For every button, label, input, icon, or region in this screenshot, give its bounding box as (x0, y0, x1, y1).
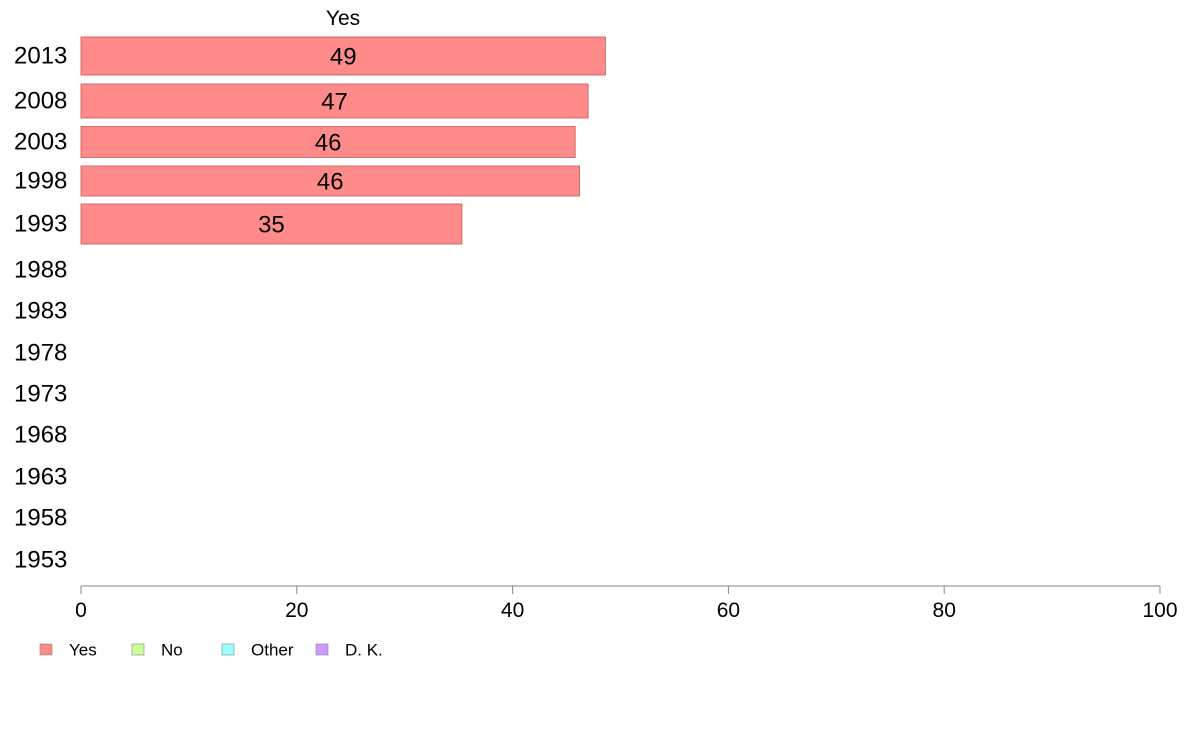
y-tick-label: 1998 (14, 168, 67, 195)
data-label-1993: 35 (258, 212, 285, 239)
y-tick-label: 1993 (14, 211, 67, 238)
bar-yes-2003 (80, 126, 576, 158)
y-tick-label: 1968 (14, 422, 67, 449)
legend-label: No (161, 641, 183, 660)
legend: Yes No Other D. K. (39, 641, 383, 660)
x-tick-label: 0 (75, 599, 87, 622)
bars (80, 36, 606, 245)
y-tick-label: 2013 (14, 43, 67, 70)
y-axis-ticks: 2013 2008 2003 1998 1993 1988 1983 1978 1973 1968… (14, 43, 67, 574)
x-tick-label: 60 (717, 599, 740, 622)
bar-yes-1993 (80, 203, 463, 245)
bar-yes-2008 (80, 83, 589, 119)
y-tick-label: 1988 (14, 257, 67, 284)
legend-swatch-d-k- (315, 643, 329, 656)
series-title: Yes (326, 7, 360, 30)
data-labels: 49 47 46 46 35 (258, 44, 356, 239)
x-tick-label: 80 (933, 599, 956, 622)
y-tick-label: 1983 (14, 298, 67, 325)
y-tick-label: 1973 (14, 381, 67, 408)
legend-label: Yes (69, 641, 97, 660)
data-label-1998: 46 (317, 169, 344, 196)
data-label-2013: 49 (330, 44, 357, 71)
x-axis-ticks: 0 20 40 60 80 100 (75, 586, 1178, 622)
y-tick-label: 1953 (14, 547, 67, 574)
y-tick-label: 1978 (14, 340, 67, 367)
x-tick-label: 20 (285, 599, 308, 622)
y-tick-label: 1963 (14, 464, 67, 491)
y-tick-label: 1958 (14, 505, 67, 532)
bar-yes-1998 (80, 165, 580, 197)
y-tick-label: 2003 (14, 129, 67, 156)
legend-label: Other (251, 641, 294, 660)
legend-swatch-other (221, 643, 235, 656)
y-tick-label: 2008 (14, 88, 67, 115)
legend-label: D. K. (345, 641, 383, 660)
bar-yes-2013 (80, 36, 606, 76)
data-label-2008: 47 (321, 89, 348, 116)
data-label-2003: 46 (315, 130, 342, 157)
legend-swatch-yes (39, 643, 53, 656)
legend-swatch-no (131, 643, 145, 656)
x-tick-label: 100 (1142, 599, 1177, 622)
x-tick-label: 40 (501, 599, 524, 622)
